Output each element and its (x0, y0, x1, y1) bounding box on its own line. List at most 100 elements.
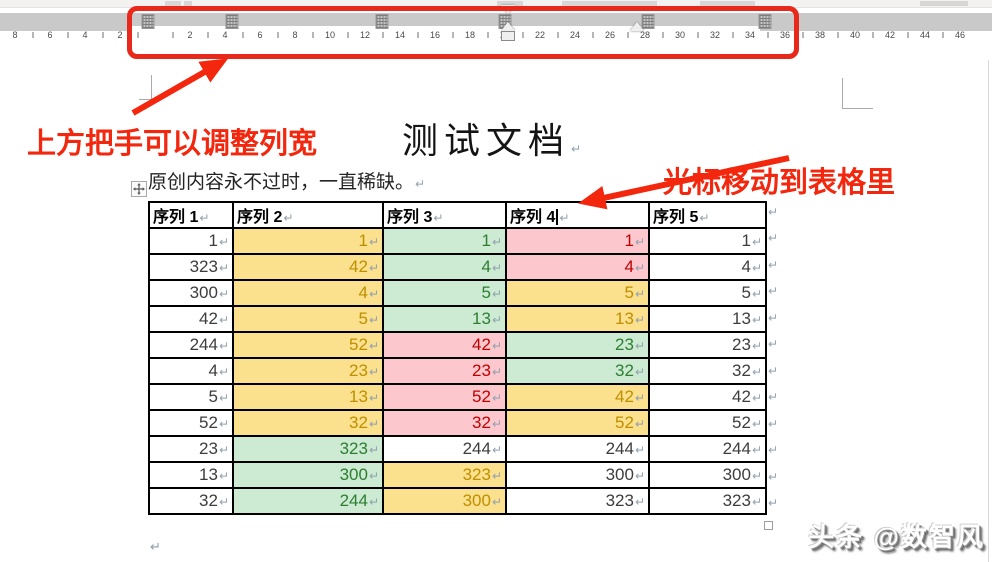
table-header-cell[interactable]: 序列 4 ↵ (505, 201, 650, 229)
table-cell[interactable]: 1↵ (648, 227, 767, 255)
left-indent-marker[interactable] (501, 31, 515, 41)
table-cell[interactable]: 323↵ (232, 435, 384, 463)
data-table[interactable]: 序列 1↵ 序列 2↵ 序列 3↵ 序列 4 ↵ 序列 5↵ 1↵ 1↵ 1↵ 1↵ 1↵ 323↵ 4… (148, 201, 767, 515)
table-cell[interactable]: 32↵ (232, 409, 384, 437)
header-label: 序列 4 (510, 209, 556, 226)
table-cell[interactable]: 244↵ (382, 435, 507, 463)
ruler-tick (312, 32, 313, 38)
table-cell[interactable]: 42↵ (382, 331, 507, 359)
ruler-number: 30 (674, 30, 686, 40)
paragraph-mark: ↵ (491, 443, 502, 457)
table-cell[interactable]: 4↵ (505, 253, 650, 281)
cell-value: 23 (199, 439, 218, 458)
table-cell[interactable]: 1↵ (505, 227, 650, 255)
table-cell[interactable]: 32↵ (505, 357, 650, 385)
table-cell[interactable]: 4↵ (232, 279, 384, 307)
table-cell[interactable]: 52↵ (382, 383, 507, 411)
cell-value: 32 (732, 361, 751, 380)
table-cell[interactable]: 300↵ (232, 461, 384, 489)
table-cell[interactable]: 42↵ (505, 383, 650, 411)
table-row: 244↵ 52↵ 42↵ 23↵ 23↵ (148, 331, 767, 359)
right-indent-marker[interactable] (630, 22, 644, 31)
table-cell[interactable]: 13↵ (232, 383, 384, 411)
table-cell[interactable]: 4↵ (382, 253, 507, 281)
table-cell[interactable]: 23↵ (148, 435, 234, 463)
table-cell[interactable]: 52↵ (648, 409, 767, 437)
cell-value: 5 (741, 283, 751, 302)
table-cell[interactable]: 13↵ (648, 305, 767, 333)
row-end-mark: ↵ (768, 469, 779, 484)
table-cell[interactable]: 5↵ (382, 279, 507, 307)
cell-value: 32 (199, 491, 218, 510)
table-cell[interactable]: 1↵ (382, 227, 507, 255)
table-cell[interactable]: 23↵ (382, 357, 507, 385)
table-cell[interactable]: 1↵ (148, 227, 234, 255)
ruler-tick (67, 32, 68, 38)
table-cell[interactable]: 300↵ (648, 461, 767, 489)
table-cell[interactable]: 42↵ (232, 253, 384, 281)
table-cell[interactable]: 32↵ (382, 409, 507, 437)
ribbon-remnant (562, 1, 657, 6)
table-cell[interactable]: 244↵ (648, 435, 767, 463)
table-cell[interactable]: 23↵ (505, 331, 650, 359)
paragraph-mark: ↵ (634, 339, 645, 353)
table-cell[interactable]: 32↵ (148, 487, 234, 515)
table-cell[interactable]: 1↵ (232, 227, 384, 255)
table-cell[interactable]: 42↵ (648, 383, 767, 411)
paragraph-mark: ↵ (751, 495, 762, 509)
text-boundary-corner-mark (842, 78, 873, 109)
column-resize-handle[interactable] (225, 14, 239, 29)
table-cell[interactable]: 5↵ (148, 383, 234, 411)
table-cell[interactable]: 5↵ (648, 279, 767, 307)
table-cell[interactable]: 300↵ (382, 487, 507, 515)
table-cell[interactable]: 323↵ (648, 487, 767, 515)
hanging-indent-marker[interactable] (501, 22, 515, 31)
table-cell[interactable]: 244↵ (148, 331, 234, 359)
table-cell[interactable]: 13↵ (505, 305, 650, 333)
paragraph-mark: ↵ (368, 365, 379, 379)
table-header-cell[interactable]: 序列 5↵ (648, 201, 767, 229)
text-boundary-corner-mark (139, 75, 152, 100)
table-cell[interactable]: 5↵ (232, 305, 384, 333)
table-cell[interactable]: 323↵ (148, 253, 234, 281)
table-cell[interactable]: 244↵ (232, 487, 384, 515)
horizontal-ruler[interactable]: 8642246810121416182022242628303234363840… (0, 13, 992, 44)
paragraph-mark: ↵ (433, 211, 444, 225)
paragraph-mark: ↵ (218, 495, 229, 509)
table-header-cell[interactable]: 序列 3↵ (382, 201, 507, 229)
document-title[interactable]: 测试文档↵ (402, 112, 581, 164)
column-resize-handle[interactable] (758, 14, 772, 29)
table-cell[interactable]: 23↵ (232, 357, 384, 385)
table-cell[interactable]: 5↵ (505, 279, 650, 307)
intro-paragraph[interactable]: 原创内容永不过时，一直稀缺。↵ (148, 167, 425, 194)
column-resize-handle[interactable] (641, 14, 655, 29)
ruler-number: 16 (429, 30, 441, 40)
table-cell[interactable]: 52↵ (505, 409, 650, 437)
table-cell[interactable]: 323↵ (382, 461, 507, 489)
table-cell[interactable]: 4↵ (148, 357, 234, 385)
ruler-number: 26 (604, 30, 616, 40)
table-cell[interactable]: 4↵ (648, 253, 767, 281)
table-cell[interactable]: 13↵ (382, 305, 507, 333)
table-cell[interactable]: 244↵ (505, 435, 650, 463)
paragraph-mark: ↵ (283, 211, 294, 225)
table-cell[interactable]: 300↵ (505, 461, 650, 489)
table-header-cell[interactable]: 序列 1↵ (148, 201, 234, 229)
column-resize-handle[interactable] (375, 14, 389, 29)
table-cell[interactable]: 300↵ (148, 279, 234, 307)
table-row: 13↵ 300↵ 323↵ 300↵ 300↵ (148, 461, 767, 489)
table-cell[interactable]: 323↵ (505, 487, 650, 515)
table-cell[interactable]: 52↵ (148, 409, 234, 437)
table-move-handle[interactable] (131, 181, 147, 197)
table-cell[interactable]: 23↵ (648, 331, 767, 359)
table-cell[interactable]: 32↵ (648, 357, 767, 385)
table-header-cell[interactable]: 序列 2↵ (232, 201, 384, 229)
table-cell[interactable]: 52↵ (232, 331, 384, 359)
row-end-mark: ↵ (768, 284, 779, 299)
table-resize-handle[interactable] (764, 521, 773, 530)
cell-value: 42 (199, 309, 218, 328)
table-cell[interactable]: 42↵ (148, 305, 234, 333)
column-resize-handle[interactable] (141, 14, 155, 29)
table-cell[interactable]: 13↵ (148, 461, 234, 489)
cell-value: 52 (199, 413, 218, 432)
